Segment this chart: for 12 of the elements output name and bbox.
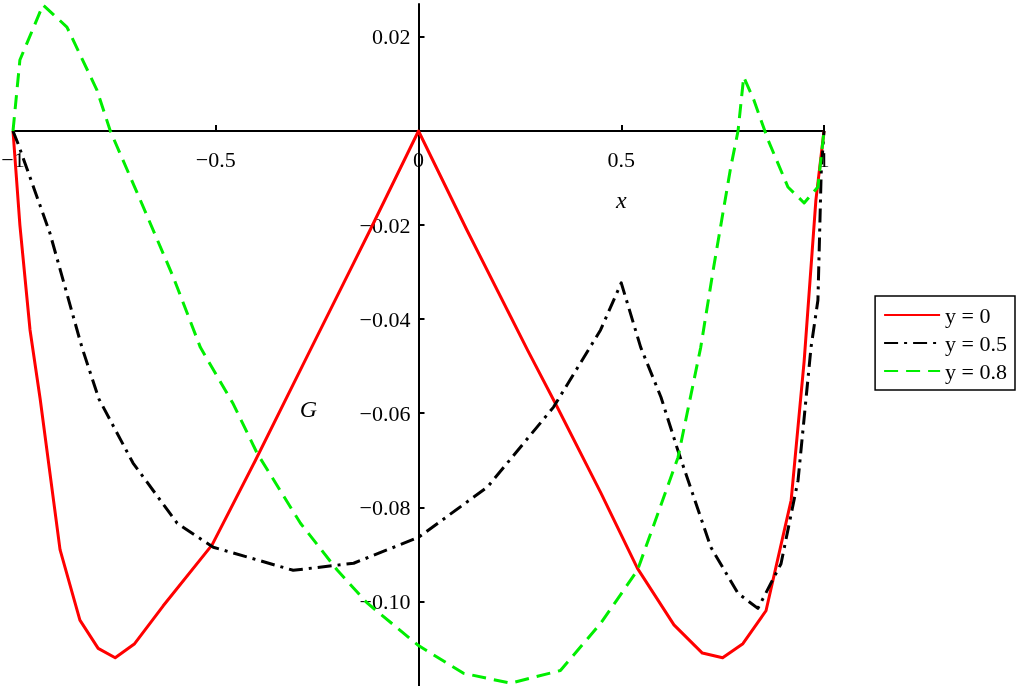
y-tick-label: −0.08	[359, 494, 411, 520]
y-tick-label: 0.02	[372, 24, 411, 50]
x-tick-label: −0.5	[195, 147, 236, 173]
y-tick-label: −0.10	[359, 588, 411, 614]
legend-label: y = 0.5	[945, 330, 1008, 356]
legend-label: y = 0	[945, 302, 991, 328]
y-axis-title: G	[299, 396, 318, 423]
legend-label: y = 0.8	[945, 358, 1008, 384]
x-axis-title: x	[614, 186, 627, 213]
y-tick-label: −0.06	[359, 400, 411, 426]
x-tick-label: 0.5	[607, 147, 635, 173]
y-tick-label: −0.04	[359, 306, 411, 332]
